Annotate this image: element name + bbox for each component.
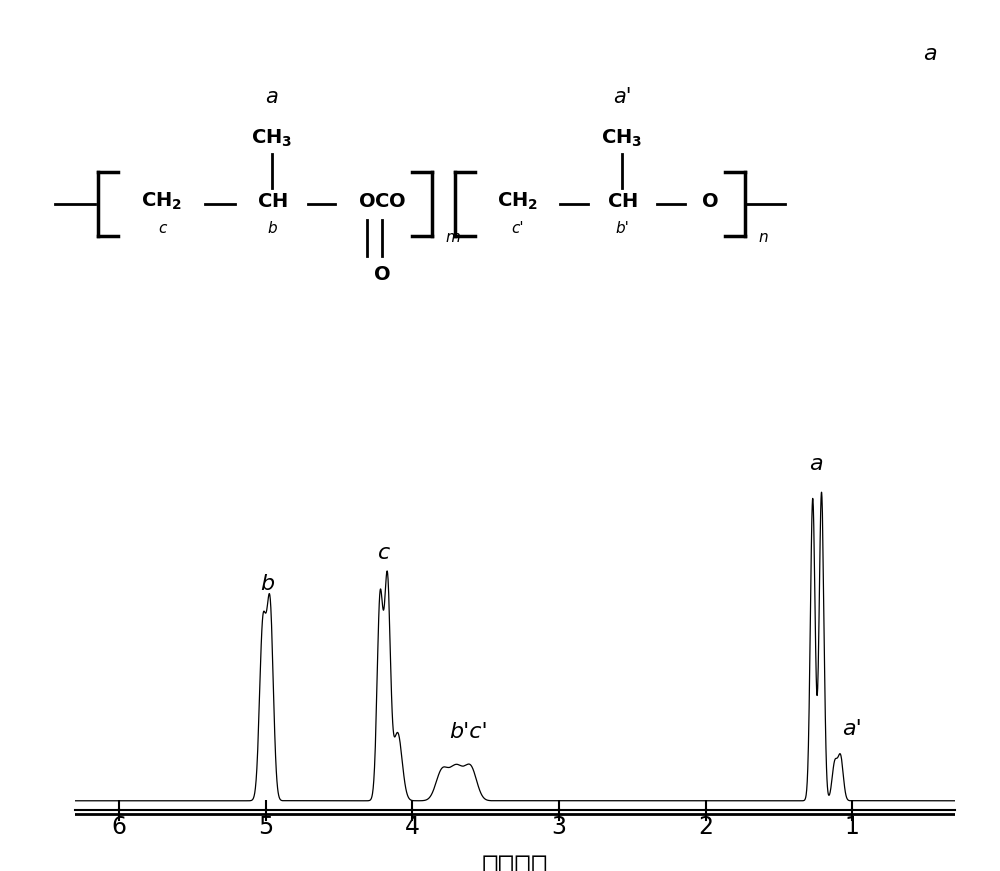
Text: a': a': [842, 719, 862, 739]
Text: $\mathregular{O}$: $\mathregular{O}$: [701, 192, 719, 211]
Text: b: b: [260, 574, 274, 594]
Text: $\mathregular{OCO}$: $\mathregular{OCO}$: [358, 192, 406, 211]
Text: c': c': [512, 221, 524, 236]
Text: $\mathregular{CH}$: $\mathregular{CH}$: [607, 192, 637, 211]
Text: $\mathregular{CH}$: $\mathregular{CH}$: [257, 192, 287, 211]
Text: b'c': b'c': [449, 722, 487, 742]
Text: a: a: [809, 454, 822, 474]
Text: $\mathregular{CH_3}$: $\mathregular{CH_3}$: [251, 127, 293, 149]
Text: $\mathregular{CH_2}$: $\mathregular{CH_2}$: [497, 191, 539, 213]
Text: $\mathregular{CH_2}$: $\mathregular{CH_2}$: [141, 191, 183, 213]
Text: b: b: [267, 221, 277, 236]
Text: a: a: [266, 87, 278, 107]
Text: b': b': [615, 221, 629, 236]
Text: a: a: [923, 44, 937, 64]
Text: c: c: [378, 544, 391, 564]
Text: m: m: [445, 230, 460, 246]
Text: a': a': [613, 87, 631, 107]
Text: $\mathregular{CH_3}$: $\mathregular{CH_3}$: [601, 127, 643, 149]
Text: n: n: [758, 230, 768, 246]
X-axis label: 化学位移: 化学位移: [482, 853, 548, 871]
Text: c: c: [158, 221, 166, 236]
Text: O: O: [374, 265, 390, 284]
